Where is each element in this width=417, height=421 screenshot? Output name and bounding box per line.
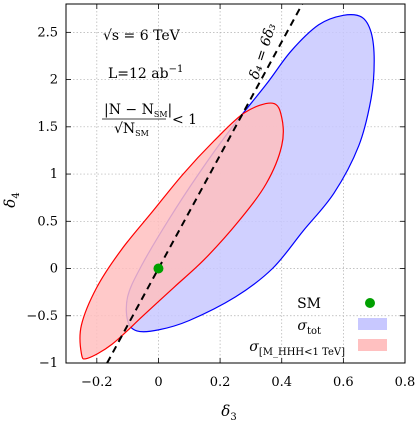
significance-criterion: |N − NSM| √NSM < 1 (102, 102, 197, 138)
legend-tot-label: σtot (297, 318, 321, 337)
luminosity-label: L=12 ab−1 (108, 64, 183, 82)
confidence-regions (79, 14, 375, 360)
x-tick-label: −0.2 (81, 375, 113, 390)
x-tick-label: 0 (154, 375, 162, 390)
x-tick-label: 0.6 (333, 375, 354, 390)
svg-text:|N − NSM|: |N − NSM| (104, 102, 172, 119)
y-tick-label: 1.5 (37, 120, 58, 135)
y-tick-label: −1 (39, 356, 58, 371)
svg-text:< 1: < 1 (172, 112, 197, 128)
ratio-line (106, 4, 304, 363)
legend-tot-swatch (358, 318, 387, 330)
legend: SM σtot σ[M_HHH<1 TeV] (249, 296, 387, 358)
y-tick-label: −0.5 (26, 309, 58, 324)
legend-mhhh-label: σ[M_HHH<1 TeV] (249, 339, 345, 358)
y-tick-label: 0.5 (37, 214, 58, 229)
x-tick-label: 0.4 (271, 375, 292, 390)
x-axis-label: δ3 (221, 402, 236, 421)
x-tick-label: 0.2 (210, 375, 231, 390)
y-tick-label: 1 (50, 167, 58, 182)
plot-frame (65, 3, 406, 364)
energy-label: √s = 6 TeV (103, 28, 181, 44)
y-axis-label: δ4 (1, 192, 22, 207)
legend-mhhh-swatch (358, 339, 387, 351)
x-tick-label: 0.8 (395, 375, 416, 390)
legend-sm-label: SM (297, 296, 321, 312)
sm-point (153, 263, 164, 274)
y-tick-label: 0 (50, 262, 58, 277)
ticks: −0.2 0 0.2 0.4 0.6 0.8 −1 −0.5 0 0.5 1 1.5 2 2.5 (26, 4, 415, 390)
legend-sm-marker (365, 298, 375, 308)
region-sigma-mhhh (79, 102, 284, 360)
y-tick-label: 2 (50, 73, 58, 88)
svg-text:√NSM: √NSM (114, 121, 149, 138)
y-tick-label: 2.5 (37, 25, 58, 40)
